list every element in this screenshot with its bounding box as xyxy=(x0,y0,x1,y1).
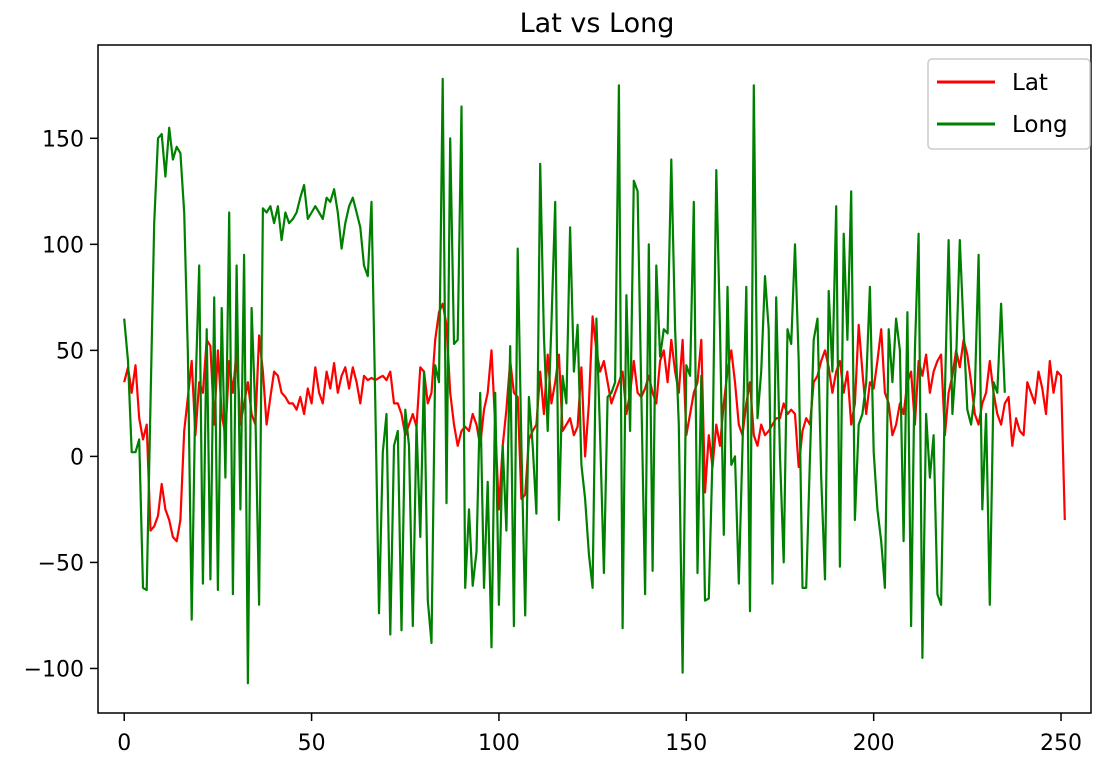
y-axis: −100 −50 0 50 100 150 xyxy=(24,127,98,682)
x-tick-label: 100 xyxy=(478,731,520,756)
x-tick-label: 200 xyxy=(853,731,895,756)
y-tick-label: 50 xyxy=(56,339,84,364)
y-tick-label: 100 xyxy=(42,233,84,258)
x-tick-label: 150 xyxy=(665,731,707,756)
x-tick-label: 250 xyxy=(1040,731,1082,756)
x-tick-label: 0 xyxy=(117,731,131,756)
x-tick-label: 50 xyxy=(298,731,326,756)
series-layer xyxy=(123,77,1066,685)
x-axis: 0 50 100 150 200 250 xyxy=(117,713,1082,756)
legend: Lat Long xyxy=(927,58,1091,150)
y-tick-label: 150 xyxy=(42,127,84,152)
legend-label-lat: Lat xyxy=(1012,70,1048,96)
chart-title: Lat vs Long xyxy=(520,8,675,39)
legend-label-long: Long xyxy=(1012,112,1068,138)
y-tick-label: −100 xyxy=(24,657,84,682)
y-tick-label: 0 xyxy=(70,445,84,470)
y-tick-label: −50 xyxy=(38,551,84,576)
series-line-long xyxy=(123,77,1006,685)
plot-frame xyxy=(97,44,1092,714)
